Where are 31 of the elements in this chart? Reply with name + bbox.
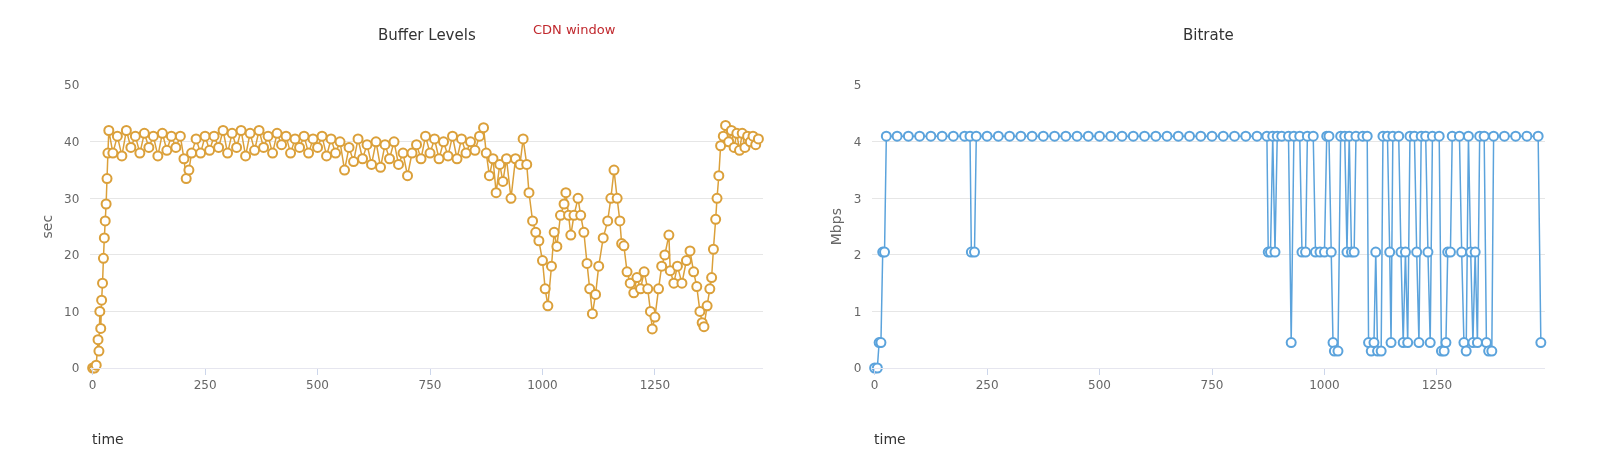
x-tick-label: 1250 bbox=[639, 378, 671, 393]
x-tick-label: 1000 bbox=[1309, 378, 1340, 393]
x-tick-label: 250 bbox=[975, 378, 999, 393]
y-tick-label: 5 bbox=[853, 78, 862, 93]
x-tick-label: 750 bbox=[418, 378, 442, 393]
y-tick-label: 30 bbox=[64, 191, 80, 206]
x-tick-label: 500 bbox=[1088, 378, 1111, 393]
x-tick-label: 500 bbox=[306, 378, 329, 393]
y-tick-label: 50 bbox=[64, 78, 80, 93]
y-tick-label: 4 bbox=[853, 135, 862, 149]
x-tick-label: 0 bbox=[870, 378, 879, 393]
x-tick-label: 0 bbox=[88, 378, 97, 393]
x-tick-label: 250 bbox=[193, 378, 217, 393]
text: CDN window bbox=[533, 22, 616, 37]
y-tick-label: 2 bbox=[853, 248, 862, 263]
y-axis-title: sec bbox=[38, 214, 55, 239]
y-tick-label: 0 bbox=[853, 361, 862, 376]
y-tick-label: 40 bbox=[64, 135, 80, 149]
y-tick-label: 0 bbox=[71, 361, 80, 376]
x-axis-title: time bbox=[874, 431, 906, 447]
x-tick-label: 1250 bbox=[1421, 378, 1453, 393]
y-tick-label: 20 bbox=[64, 248, 80, 263]
x-tick-label: 750 bbox=[1200, 378, 1224, 393]
x-axis-title: time bbox=[92, 431, 124, 447]
y-tick-label: 10 bbox=[64, 304, 80, 319]
chart-title: Buffer Levels bbox=[378, 26, 476, 44]
y-tick-label: 1 bbox=[853, 304, 862, 319]
y-tick-label: 3 bbox=[853, 191, 862, 206]
y-axis-title: Mbps bbox=[828, 208, 845, 246]
x-tick-label: 1000 bbox=[527, 378, 558, 393]
chart-title: Bitrate bbox=[1183, 26, 1234, 44]
